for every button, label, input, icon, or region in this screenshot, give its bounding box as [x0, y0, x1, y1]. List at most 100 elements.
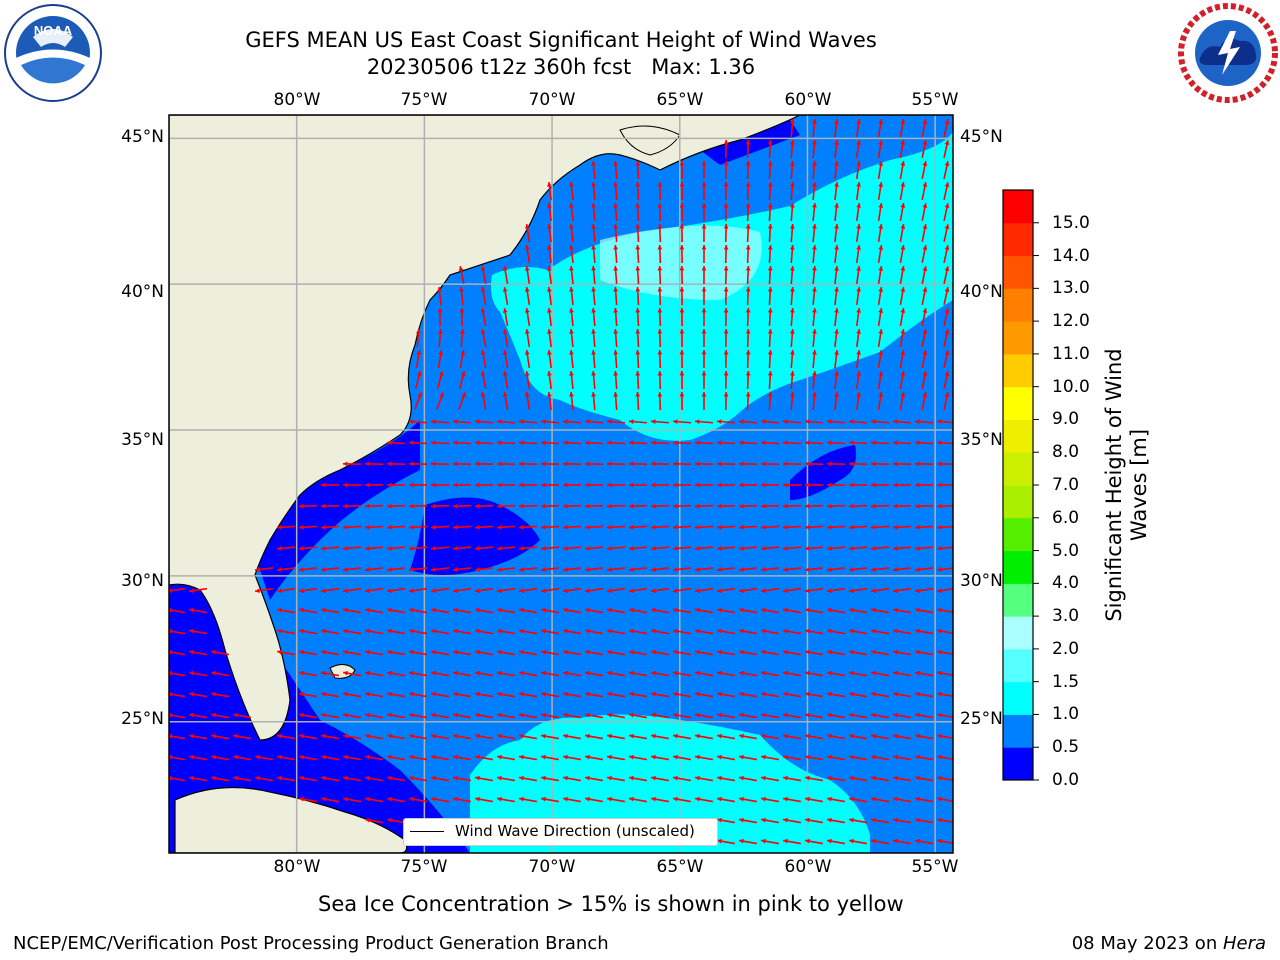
wave-direction-arrow — [943, 287, 950, 305]
wave-direction-arrow — [745, 391, 751, 411]
wave-direction-arrow — [694, 628, 714, 635]
wave-direction-arrow — [789, 265, 795, 285]
wave-direction-arrow — [613, 244, 619, 264]
wave-direction-arrow — [943, 308, 950, 326]
wave-direction-arrow — [804, 587, 824, 594]
wave-direction-arrow — [745, 160, 751, 180]
wave-direction-arrow — [899, 328, 906, 348]
wave-direction-arrow — [877, 265, 884, 285]
wave-direction-arrow — [767, 265, 773, 285]
wave-direction-arrow — [547, 307, 552, 327]
wave-direction-arrow — [562, 461, 582, 467]
wave-direction-arrow — [826, 733, 846, 740]
wave-direction-arrow — [782, 524, 802, 530]
wave-direction-arrow — [826, 796, 846, 803]
wave-direction-arrow — [540, 567, 560, 572]
wave-direction-arrow — [232, 733, 252, 740]
wave-direction-arrow — [606, 628, 626, 635]
wave-direction-arrow — [584, 440, 604, 446]
wave-direction-arrow — [716, 670, 736, 677]
wave-direction-arrow — [848, 461, 868, 467]
wave-direction-arrow — [540, 712, 560, 719]
wave-direction-arrow — [584, 482, 604, 488]
wave-direction-arrow — [782, 607, 802, 614]
wave-direction-arrow — [812, 391, 817, 411]
wave-direction-arrow — [386, 587, 406, 594]
wave-direction-arrow — [914, 461, 934, 467]
wave-direction-arrow — [188, 691, 208, 698]
wave-direction-arrow — [657, 370, 663, 390]
wave-direction-arrow — [870, 670, 890, 677]
wave-direction-arrow — [760, 754, 780, 761]
wave-direction-arrow — [716, 754, 736, 761]
wave-direction-arrow — [870, 733, 890, 740]
colorbar-segment — [1003, 222, 1033, 257]
wave-direction-arrow — [518, 628, 538, 635]
wave-direction-arrow — [613, 202, 619, 222]
colorbar-tick-label: 5.0 — [1052, 540, 1080, 561]
lon-label-bottom: 65°W — [656, 857, 704, 877]
wave-direction-arrow — [936, 754, 953, 761]
colorbar-tick-label: 1.0 — [1052, 704, 1080, 725]
wave-direction-arrow — [723, 223, 729, 243]
wave-direction-arrow — [723, 370, 729, 390]
wave-direction-arrow — [672, 482, 692, 488]
wave-direction-arrow — [936, 733, 953, 740]
lat-label-left: 30°N — [121, 571, 164, 591]
noaa-logo-text: NOAA — [34, 23, 73, 38]
wave-direction-arrow — [254, 775, 274, 782]
wave-direction-arrow — [591, 286, 596, 306]
wave-direction-arrow — [480, 308, 487, 326]
wave-direction-arrow — [834, 307, 839, 327]
lat-label-right: 25°N — [960, 709, 1003, 729]
wave-direction-arrow — [745, 202, 751, 222]
wave-direction-arrow — [877, 202, 884, 222]
wave-direction-arrow — [496, 587, 516, 594]
wave-direction-arrow — [540, 796, 560, 803]
wave-direction-arrow — [569, 286, 574, 306]
wave-direction-arrow — [562, 440, 582, 446]
wave-direction-arrow — [738, 587, 758, 594]
wave-direction-arrow — [848, 419, 868, 424]
wave-direction-arrow — [672, 754, 692, 761]
wave-direction-arrow — [877, 244, 884, 264]
wave-direction-arrow — [606, 775, 626, 782]
wave-direction-arrow — [723, 307, 729, 327]
wave-direction-arrow — [540, 482, 560, 488]
wave-direction-arrow — [606, 733, 626, 740]
wave-direction-arrow — [628, 440, 648, 446]
wave-direction-arrow — [320, 524, 340, 530]
wave-direction-arrow — [834, 265, 839, 285]
lat-label-left: 25°N — [121, 709, 164, 729]
wave-direction-arrow — [877, 139, 884, 159]
wave-direction-arrow — [437, 286, 442, 306]
wave-direction-arrow — [834, 223, 839, 243]
colorbar — [1002, 189, 1039, 781]
wave-direction-arrow — [606, 712, 626, 719]
wave-direction-arrow — [767, 349, 773, 369]
wave-direction-arrow — [723, 160, 729, 180]
colorbar-tick-label: 3.0 — [1052, 606, 1080, 627]
wave-direction-arrow — [496, 419, 516, 424]
wave-direction-arrow — [635, 223, 641, 243]
wave-direction-arrow — [613, 349, 619, 369]
wave-direction-arrow — [650, 482, 670, 488]
wave-direction-arrow — [430, 567, 450, 572]
colorbar-tick-label: 13.0 — [1052, 278, 1090, 299]
wave-direction-arrow — [540, 607, 560, 614]
wave-direction-arrow — [518, 691, 538, 698]
wave-direction-arrow — [899, 139, 906, 159]
wave-direction-arrow — [364, 546, 384, 551]
wave-direction-arrow — [738, 503, 758, 509]
wave-direction-arrow — [914, 440, 934, 446]
colorbar-tick-label: 0.5 — [1052, 737, 1080, 758]
wave-direction-arrow — [789, 202, 795, 222]
wave-direction-arrow — [386, 546, 406, 551]
wave-direction-arrow — [782, 775, 802, 782]
wave-direction-arrow — [804, 754, 824, 761]
wave-direction-arrow — [650, 649, 670, 656]
wave-direction-arrow — [899, 286, 906, 306]
wave-direction-arrow — [943, 371, 950, 389]
wave-direction-arrow — [276, 628, 296, 635]
wave-direction-arrow — [738, 817, 758, 824]
